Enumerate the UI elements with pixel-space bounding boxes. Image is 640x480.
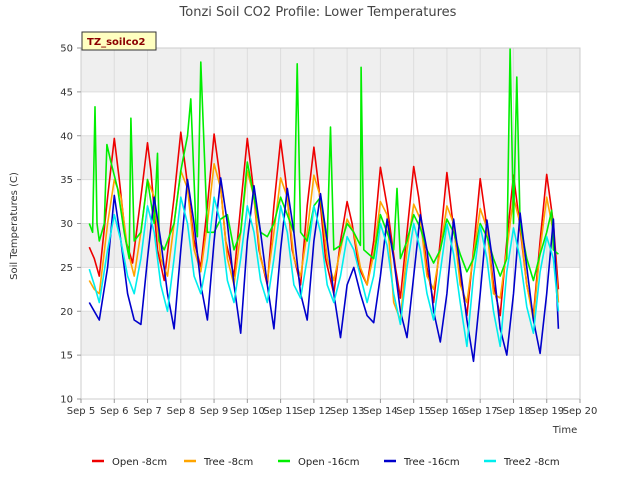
chart-title: Tonzi Soil CO2 Profile: Lower Temperatur…	[179, 5, 457, 20]
x-tick-label: Sep 17	[463, 406, 498, 417]
dataset-tag-label: TZ_soilco2	[87, 37, 146, 48]
y-axis-label: Soil Temperatures (C)	[9, 172, 20, 280]
legend-label-2: Tree -8cm	[203, 457, 253, 468]
x-tick-label: Sep 20	[563, 406, 598, 417]
legend-label-5: Tree2 -8cm	[503, 457, 560, 468]
axes: 10 15 20 25 30 35 40 45 50 Sep 5 Sep 6 Sep 7 Sep 8 Se…	[60, 44, 597, 418]
x-tick-label: Sep 15	[396, 406, 431, 417]
x-tick-label: Sep 16	[430, 406, 465, 417]
y-tick-label: 20	[60, 307, 73, 318]
x-tick-label: Sep 12	[296, 406, 331, 417]
plot-band	[81, 48, 580, 92]
y-tick-label: 40	[60, 131, 73, 142]
x-tick-label: Sep 13	[330, 406, 365, 417]
x-tick-label: Sep 7	[133, 406, 161, 417]
x-tick-label: Sep 8	[167, 406, 195, 417]
y-tick-label: 30	[60, 219, 73, 230]
x-axis-label: Time	[552, 425, 577, 436]
dataset-tag-box	[81, 31, 157, 51]
y-tick-label: 50	[60, 44, 73, 55]
y-tick-label: 25	[60, 263, 73, 274]
y-tick-label: 35	[60, 175, 73, 186]
series-layer	[88, 48, 560, 363]
x-tick-label: Sep 14	[363, 406, 398, 417]
x-tick-label: Sep 6	[100, 406, 128, 417]
series-line-4	[88, 177, 560, 363]
y-tick-label: 15	[60, 351, 73, 362]
x-tick-label: Sep 10	[230, 406, 265, 417]
x-tick-label: Sep 11	[263, 406, 298, 417]
dataset-tag: TZ_soilco2	[81, 31, 157, 51]
legend-label-3: Open -16cm	[298, 457, 359, 468]
legend-label-1: Open -8cm	[112, 457, 167, 468]
x-tick-label: Sep 18	[496, 406, 531, 417]
x-tick-label: Sep 9	[200, 406, 228, 417]
series-line-2	[88, 163, 560, 321]
x-tick-label: Sep 5	[67, 406, 95, 417]
y-tick-label: 45	[60, 87, 73, 98]
series-line-1	[88, 131, 560, 317]
legend: Open -8cm Tree -8cm Open -16cm Tree -16cm Tr…	[92, 457, 560, 468]
plot-band	[81, 223, 580, 268]
legend-label-4: Tree -16cm	[403, 457, 460, 468]
series-line-5	[88, 196, 560, 348]
y-tick-label: 10	[60, 395, 73, 406]
x-tick-label: Sep 19	[529, 406, 564, 417]
plot-band	[81, 311, 580, 356]
